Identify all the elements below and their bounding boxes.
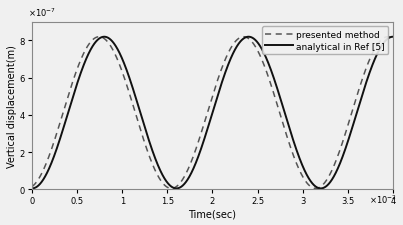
analytical in Ref [5] bbox=[326, 183, 331, 185]
Line: presented method: presented method bbox=[32, 38, 393, 189]
Y-axis label: Vertical displacement(m): Vertical displacement(m) bbox=[7, 45, 17, 167]
analytical in Ref [5] bbox=[95, 39, 100, 42]
presented method bbox=[299, 173, 304, 176]
Line: analytical in Ref [5]: analytical in Ref [5] bbox=[32, 38, 393, 189]
Legend: presented method, analytical in Ref [5]: presented method, analytical in Ref [5] bbox=[262, 27, 388, 55]
presented method bbox=[30, 185, 35, 188]
analytical in Ref [5] bbox=[299, 162, 304, 164]
analytical in Ref [5] bbox=[391, 36, 395, 39]
presented method bbox=[385, 36, 390, 39]
presented method bbox=[246, 38, 251, 41]
Text: $\times\mathregular{10^{-2}}$: $\times\mathregular{10^{-2}}$ bbox=[369, 193, 397, 205]
presented method bbox=[326, 175, 331, 178]
X-axis label: Time(sec): Time(sec) bbox=[189, 208, 237, 218]
Text: $\times\mathregular{10^{-7}}$: $\times\mathregular{10^{-7}}$ bbox=[29, 7, 56, 19]
analytical in Ref [5] bbox=[264, 58, 269, 61]
presented method bbox=[391, 38, 395, 41]
presented method bbox=[313, 187, 318, 190]
analytical in Ref [5] bbox=[168, 184, 172, 187]
presented method bbox=[168, 187, 172, 190]
analytical in Ref [5] bbox=[30, 187, 35, 190]
analytical in Ref [5] bbox=[246, 36, 251, 39]
presented method bbox=[264, 72, 269, 74]
presented method bbox=[95, 36, 100, 39]
